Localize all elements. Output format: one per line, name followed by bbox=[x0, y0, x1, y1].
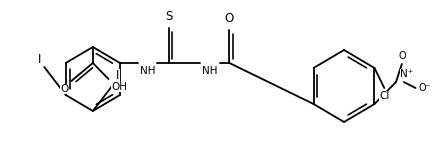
Text: NH: NH bbox=[140, 66, 155, 76]
Text: I: I bbox=[116, 69, 120, 82]
Text: NH: NH bbox=[202, 66, 218, 76]
Text: I: I bbox=[38, 53, 41, 66]
Text: O: O bbox=[398, 51, 406, 61]
Text: O: O bbox=[225, 12, 234, 25]
Text: OH: OH bbox=[111, 82, 127, 92]
Text: O⁻: O⁻ bbox=[419, 83, 431, 93]
Text: N⁺: N⁺ bbox=[400, 69, 413, 79]
Text: O: O bbox=[60, 84, 68, 94]
Text: Cl: Cl bbox=[379, 91, 390, 101]
Text: S: S bbox=[165, 10, 172, 23]
